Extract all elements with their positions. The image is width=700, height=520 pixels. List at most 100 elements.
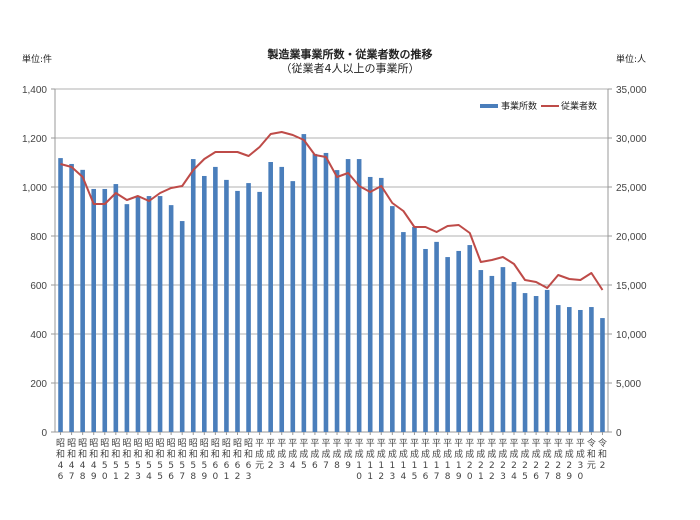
category-label-char: 6 [213, 461, 219, 471]
category-label-char: 成 [388, 448, 397, 460]
category-label-char: 成 [255, 448, 264, 460]
category-label-char: 平 [288, 438, 297, 449]
category-label-char: 平 [576, 438, 585, 449]
category-label-char: 1 [367, 461, 373, 471]
right-axis-unit: 単位:人 [616, 55, 647, 65]
category-label-char: 昭 [211, 438, 220, 449]
bar [323, 152, 329, 432]
bar [589, 307, 594, 432]
bar [578, 309, 583, 432]
left-tick-label: 400 [30, 330, 47, 341]
category-label-char: 6 [533, 472, 539, 482]
category-label-char: 成 [554, 448, 563, 460]
bar [478, 270, 484, 432]
category-label-char: 2 [566, 461, 572, 471]
bar [544, 289, 550, 432]
category-label-char: 2 [500, 461, 506, 471]
category-label-char: 令 [598, 437, 607, 449]
category-label-char: 4 [511, 472, 517, 482]
bar [235, 190, 240, 432]
category-label-char: 4 [80, 461, 86, 471]
category-label-char: 8 [190, 472, 196, 482]
category-label-char: 5 [157, 472, 163, 482]
bar [312, 153, 318, 433]
category-label-char: 3 [279, 461, 285, 471]
category-label-char: 7 [434, 472, 440, 482]
bar [224, 179, 229, 432]
category-label-char: 昭 [56, 438, 65, 449]
category-label-char: 成 [476, 448, 485, 460]
category-label-char: 平 [465, 438, 474, 449]
category-label-char: 1 [445, 461, 451, 471]
legend: 事業所数 従業者数 [480, 100, 597, 112]
category-label-char: 8 [555, 472, 561, 482]
left-tick-label: 1,000 [22, 183, 47, 194]
category-label-char: 成 [576, 448, 585, 460]
category-label-char: 成 [310, 448, 319, 460]
chart-title: 製造業事業所数・従業者数の推移 [267, 48, 433, 61]
category-label-char: 昭 [244, 438, 253, 449]
category-label-char: 成 [532, 448, 541, 460]
category-label-char: 平 [454, 438, 463, 449]
category-label-char: 昭 [233, 438, 242, 449]
bar [213, 166, 218, 432]
category-label-char: 2 [478, 461, 484, 471]
category-label-char: 和 [133, 449, 142, 460]
category-label-char: 成 [521, 448, 530, 460]
category-label-char: 成 [410, 448, 419, 460]
category-label-char: 成 [277, 448, 286, 460]
category-label-char: 平 [344, 438, 353, 449]
category-label-char: 0 [356, 472, 362, 482]
bar [533, 296, 539, 432]
category-label-char: 平 [521, 438, 530, 449]
category-label-char: 成 [465, 448, 474, 460]
category-label-char: 成 [355, 448, 364, 460]
category-label-char: 2 [268, 461, 274, 471]
category-label-char: 6 [312, 461, 318, 471]
bar [146, 196, 152, 432]
category-label-char: 和 [122, 449, 131, 460]
category-label-char: 平 [355, 438, 364, 449]
category-label-char: 7 [69, 472, 75, 482]
bar [390, 206, 395, 432]
bar [345, 159, 351, 432]
category-label-char: 0 [467, 472, 473, 482]
bar [434, 241, 439, 432]
bar [555, 305, 561, 432]
category-label-char: 令 [587, 437, 596, 449]
category-label-char: 5 [157, 461, 163, 471]
category-label-char: 成 [509, 448, 518, 460]
category-label-char: 和 [145, 449, 154, 460]
category-label-char: 平 [476, 438, 485, 449]
category-label-char: 9 [345, 461, 351, 471]
category-label-char: 平 [509, 438, 518, 449]
category-label-char: 2 [124, 472, 130, 482]
category-label-char: 和 [67, 449, 76, 460]
left-tick-label: 1,400 [22, 85, 47, 96]
category-label-char: 昭 [89, 438, 98, 449]
category-label-char: 成 [333, 448, 342, 460]
category-label-char: 昭 [111, 438, 120, 449]
category-label-char: 1 [478, 472, 484, 482]
category-label-char: 3 [246, 472, 252, 482]
left-tick-label: 800 [30, 232, 47, 243]
category-label-char: 平 [487, 438, 496, 449]
bar [489, 275, 495, 432]
bar [202, 175, 207, 432]
category-label-char: 5 [201, 461, 207, 471]
category-label-char: 2 [533, 461, 539, 471]
bar [168, 205, 174, 432]
bar [500, 267, 506, 432]
category-label-char: 昭 [178, 438, 187, 449]
category-label-char: 9 [201, 472, 207, 482]
category-labels: 昭和46昭和47昭和48昭和49昭和50昭和51昭和52昭和53昭和54昭和55… [56, 437, 607, 482]
category-label-char: 成 [399, 448, 408, 460]
category-label-char: 和 [222, 449, 231, 460]
category-label-char: 2 [522, 461, 528, 471]
category-label-char: 6 [168, 472, 174, 482]
right-tick-label: 5,000 [616, 379, 641, 390]
category-label-char: 和 [100, 449, 109, 460]
category-label-char: 元 [587, 461, 596, 471]
right-tick-label: 10,000 [616, 330, 647, 341]
